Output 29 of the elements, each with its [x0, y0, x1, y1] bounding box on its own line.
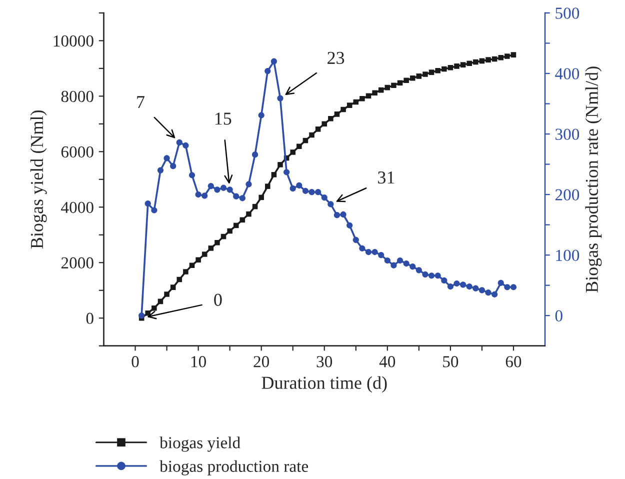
y2-tick-label: 200 — [555, 189, 580, 200]
y-tick-label: 8000 — [61, 90, 94, 102]
legend-label: biogas yield — [160, 436, 240, 452]
x-tick-label: 50 — [443, 356, 458, 368]
y-tick-label: 10000 — [54, 35, 94, 47]
annotation: 0 — [214, 294, 222, 306]
y2-tick-label: 500 — [556, 8, 580, 19]
y2-tick-label: 100 — [556, 250, 580, 261]
y-axis-title: Biogas yield (Nml) — [30, 110, 47, 249]
x-tick-label: 40 — [379, 356, 396, 368]
y-tick-label: 2000 — [61, 257, 94, 269]
annotation: 15 — [215, 112, 232, 125]
y2-tick-label: 0 — [555, 310, 562, 322]
y2-axis-title: Biogas production rate (Nml/d) — [585, 66, 602, 292]
y-tick-label: 0 — [86, 312, 94, 324]
legend-label: biogas production rate — [160, 460, 308, 476]
x-axis-title: Duration time (d) — [262, 376, 387, 393]
x-tick-label: 10 — [191, 356, 206, 368]
annotation: 7 — [137, 96, 144, 108]
annotation: 31 — [378, 171, 394, 184]
y-tick-label: 6000 — [61, 146, 94, 158]
annotation: 23 — [328, 52, 344, 64]
y-tick-label: 4000 — [61, 202, 94, 214]
x-tick-label: 0 — [132, 356, 139, 368]
y2-tick-label: 400 — [555, 68, 580, 80]
x-tick-label: 60 — [506, 356, 522, 368]
x-tick-label: 30 — [316, 356, 332, 368]
x-tick-label: 20 — [254, 356, 270, 368]
y2-tick-label: 300 — [556, 128, 580, 140]
